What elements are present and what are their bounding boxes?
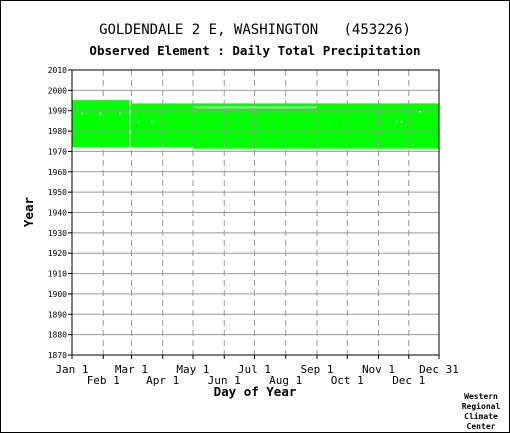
- missing-data-mark: [129, 100, 131, 147]
- observed-period-block: [130, 103, 193, 147]
- x-tick-label: Mar 1: [115, 363, 148, 376]
- y-tick-label: 1890: [48, 310, 67, 319]
- y-tick-label: 1980: [48, 127, 67, 136]
- y-tick-label: 1990: [48, 107, 67, 116]
- chart-title: GOLDENDALE 2 E, WASHINGTON (453226): [99, 22, 411, 38]
- y-tick-label: 1960: [48, 168, 67, 177]
- x-tick-label: May 1: [176, 363, 209, 376]
- missing-data-mark: [151, 120, 154, 123]
- missing-data-mark: [137, 120, 140, 123]
- y-tick-label: 2010: [48, 66, 67, 75]
- y-tick-label: 1920: [48, 249, 67, 258]
- credit-line: Regional: [461, 402, 501, 411]
- credit-line: Western: [464, 392, 498, 401]
- x-tick-label: Jun 1: [208, 374, 241, 387]
- credit-line: Climate: [464, 412, 498, 421]
- credit-line: Center: [466, 422, 496, 431]
- x-tick-label: Sep 1: [300, 363, 333, 376]
- x-tick-label: Jan 1: [55, 363, 88, 376]
- missing-data-mark: [400, 120, 403, 123]
- y-tick-label: 1940: [48, 209, 67, 218]
- missing-data-mark: [99, 112, 102, 115]
- x-axis-label: Day of Year: [214, 384, 297, 399]
- missing-data-mark: [395, 120, 398, 123]
- observed-period-block: [192, 103, 439, 149]
- x-tick-label: Feb 1: [87, 374, 120, 387]
- y-tick-label: 1970: [48, 147, 67, 156]
- x-tick-label: Oct 1: [331, 374, 364, 387]
- y-axis: 1870 1880 1890 1900 1910 1920 1930 1940 1950 1960…: [48, 66, 72, 360]
- x-axis: Jan 1 Mar 1 May 1 Jul 1 Sep 1 Nov 1 Dec 31 Feb …: [55, 355, 459, 387]
- missing-data-mark: [418, 110, 421, 113]
- observed-period-block: [72, 100, 131, 147]
- credit-text: Western Regional Climate Center: [453, 392, 509, 432]
- x-tick-label: Aug 1: [269, 374, 302, 387]
- x-tick-label: Apr 1: [146, 374, 179, 387]
- chart-subtitle: Observed Element : Daily Total Precipita…: [89, 43, 421, 58]
- y-tick-label: 1870: [48, 351, 67, 360]
- x-tick-label: Dec 1: [392, 374, 425, 387]
- missing-data-mark: [119, 112, 122, 115]
- y-tick-label: 1880: [48, 331, 67, 340]
- y-tick-label: 1950: [48, 188, 67, 197]
- x-tick-label: Dec 31: [419, 363, 459, 376]
- y-tick-label: 1900: [48, 290, 67, 299]
- missing-data-mark: [81, 112, 84, 115]
- y-axis-label: Year: [21, 196, 36, 227]
- y-tick-label: 1930: [48, 229, 67, 238]
- y-tick-label: 2000: [48, 86, 67, 95]
- missing-data-mark: [192, 106, 318, 109]
- missing-data-marks: [81, 100, 421, 147]
- y-tick-label: 1910: [48, 270, 67, 279]
- x-tick-label: Jul 1: [238, 363, 271, 376]
- x-tick-label: Nov 1: [362, 363, 395, 376]
